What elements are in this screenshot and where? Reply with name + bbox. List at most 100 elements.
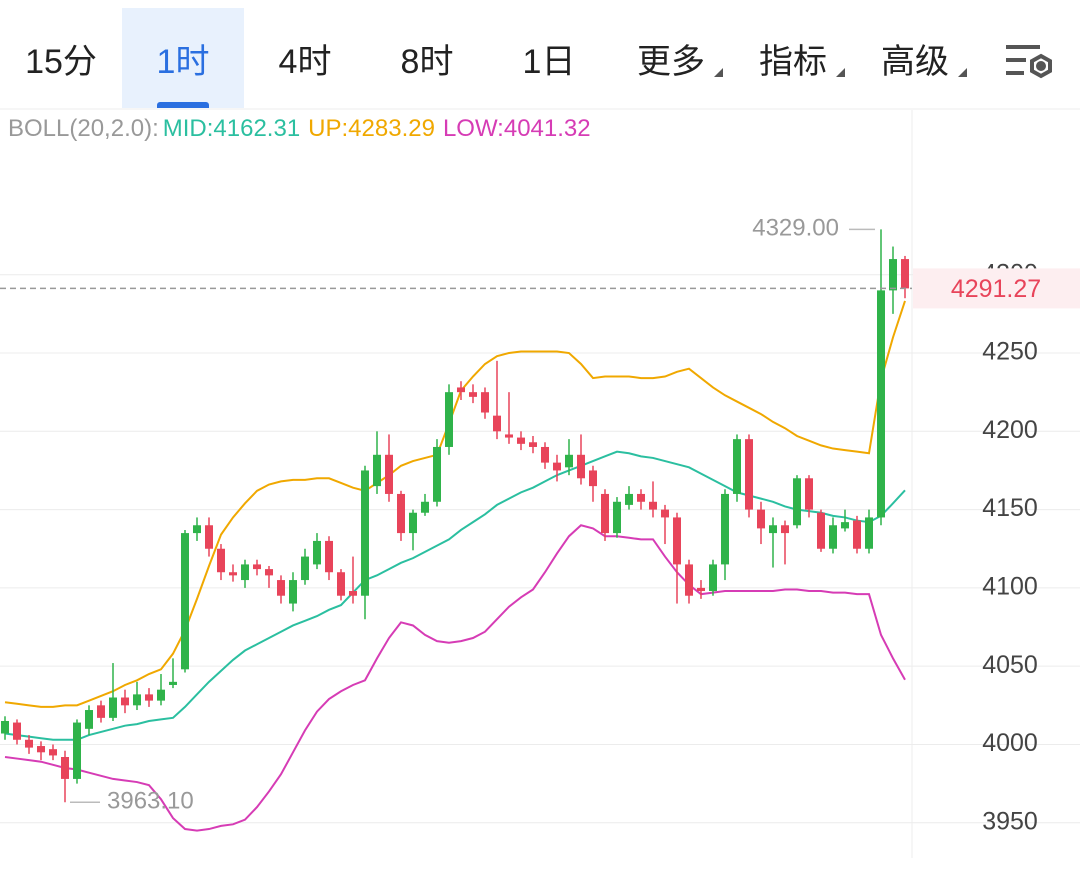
settings-icon[interactable] [1006, 45, 1052, 79]
tab[interactable]: 4时 [278, 43, 332, 81]
candle-body [229, 572, 237, 576]
candle-body [877, 290, 885, 518]
candle-body [13, 722, 21, 740]
candle-body [85, 710, 93, 729]
candle-body [577, 454, 585, 479]
bollinger-line [4, 300, 906, 708]
candle-body [457, 387, 465, 393]
tab[interactable]: 1时 [122, 8, 244, 108]
candle-body [181, 533, 189, 670]
candle-body [841, 522, 849, 529]
candle-body [505, 434, 513, 438]
candle-body [805, 478, 813, 510]
candle-body [325, 540, 333, 573]
legend-entry: MID:4162.31 [163, 115, 300, 142]
candle-body [625, 493, 633, 505]
candle-body [601, 493, 609, 534]
y-tick-label: 4000 [982, 729, 1038, 757]
candle-body [709, 564, 717, 592]
candle-body [865, 517, 873, 549]
candle-body [721, 493, 729, 565]
candle-body [553, 462, 561, 471]
candle-body [277, 580, 285, 596]
candle-body [673, 517, 681, 565]
candle-body [205, 525, 213, 549]
candle-body [565, 454, 573, 468]
high-label: 4329.00 [752, 215, 839, 242]
candle-body [829, 525, 837, 549]
candle-body [421, 501, 429, 513]
candle-body [901, 259, 909, 289]
candle-body [157, 689, 165, 701]
last-price-box [913, 268, 1080, 309]
candle-body [1, 720, 9, 734]
candle-body [361, 470, 369, 596]
candle-body [61, 757, 69, 779]
candle-body [193, 525, 201, 534]
candle-body [733, 439, 741, 494]
candle-body [289, 580, 297, 604]
candle-body [265, 569, 273, 576]
tab[interactable]: 更多 [637, 43, 705, 81]
candle-body [817, 512, 825, 549]
candle-body [337, 572, 345, 596]
y-tick-label: 4250 [982, 338, 1038, 366]
dropdown-arrow [836, 68, 845, 77]
candle-body [613, 501, 621, 534]
candle-body [685, 564, 693, 596]
candle-body [589, 470, 597, 487]
legend-entry: UP:4283.29 [308, 115, 435, 142]
candle-body [853, 520, 861, 549]
candle-body [253, 564, 261, 570]
y-tick-label: 4050 [982, 651, 1038, 679]
candle-body [37, 746, 45, 753]
candle-body [889, 259, 897, 291]
last-price-label: 4291.27 [951, 275, 1041, 303]
tab[interactable]: 15分 [25, 43, 97, 81]
candle-body [793, 478, 801, 526]
indicator-label: BOLL(20,2.0): [8, 115, 159, 142]
candle-body [541, 446, 549, 463]
candle-body [169, 681, 177, 685]
candle-body [493, 415, 501, 432]
candle-body [433, 446, 441, 502]
tab[interactable]: 指标 [759, 43, 827, 81]
candle-body [241, 564, 249, 581]
candle-body [769, 525, 777, 534]
candle-body [133, 694, 141, 706]
candle-body [481, 392, 489, 413]
tab[interactable]: 高级 [881, 43, 949, 81]
y-tick-label: 3950 [982, 807, 1038, 835]
candle-body [757, 509, 765, 529]
candle-body [397, 493, 405, 534]
candle-body [373, 454, 381, 487]
tab[interactable]: 8时 [400, 43, 454, 81]
candle-body [217, 548, 225, 573]
candle-body [385, 454, 393, 494]
candle-body [781, 525, 789, 534]
candle-body [517, 437, 525, 444]
candle-body [649, 501, 657, 510]
tab[interactable]: 1日 [522, 43, 576, 81]
candle-body [469, 392, 477, 397]
candle-body [445, 392, 453, 447]
dropdown-arrow [714, 68, 723, 77]
bollinger-lines [4, 300, 906, 832]
candle-body [697, 587, 705, 592]
low-label: 3963.10 [107, 788, 194, 815]
dropdown-arrow [958, 68, 967, 77]
bollinger-line [4, 524, 906, 832]
candle-body [661, 509, 669, 518]
candle-body [313, 540, 321, 565]
timeframe-tabs: 15分 1时 4时 8时 1日 更多 指标 高级 [0, 0, 1080, 108]
candles [1, 229, 909, 803]
candle-body [97, 705, 105, 718]
candle-body [49, 749, 57, 756]
candle-body [301, 556, 309, 581]
candle-body [529, 442, 537, 447]
candle-body [25, 739, 33, 748]
candle-body [109, 697, 117, 718]
candle-body [745, 439, 753, 510]
